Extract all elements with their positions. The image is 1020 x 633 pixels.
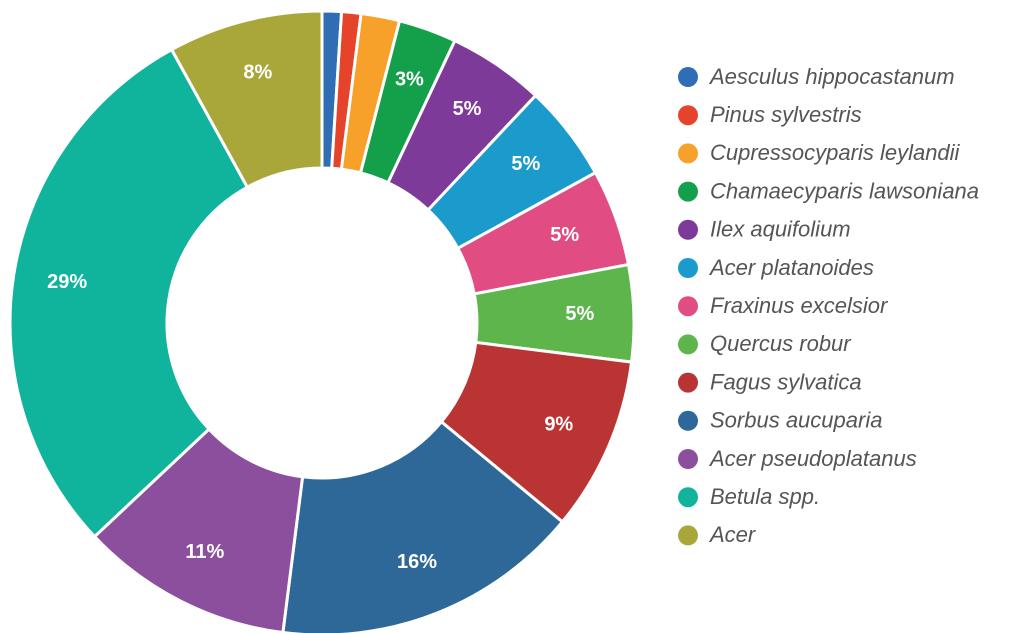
legend-swatch [678, 525, 698, 546]
legend-swatch [678, 258, 698, 278]
legend-swatch [678, 181, 698, 202]
legend-label: Quercus robur [710, 331, 852, 356]
legend-swatch [678, 410, 698, 431]
legend-label: Ilex aquifolium [710, 217, 851, 242]
legend-label: Betula spp. [710, 484, 820, 509]
legend-swatch [678, 334, 698, 355]
legend-swatch [678, 487, 698, 508]
data-label: 16% [397, 551, 437, 573]
data-label: 29% [47, 271, 87, 293]
legend-swatch [678, 219, 698, 240]
legend-swatch [678, 67, 698, 87]
slice [8, 47, 250, 539]
legend-swatch [678, 372, 698, 393]
legend-label: Sorbus aucuparia [710, 408, 882, 433]
data-label: 5% [550, 224, 579, 246]
legend-label: Pinus sylvestris [710, 102, 862, 127]
data-label: 5% [511, 153, 540, 175]
legend-swatch [678, 449, 698, 469]
legend-label: Aesculus hippocastanum [708, 64, 955, 89]
legend-swatch [678, 105, 698, 126]
legend-swatch [678, 143, 698, 164]
legend-label: Chamaecyparis lawsoniana [710, 178, 979, 203]
legend-label: Fraxinus excelsior [710, 293, 889, 318]
data-label: 9% [544, 414, 573, 436]
legend-label: Acer [708, 522, 757, 547]
slice [169, 9, 324, 190]
legend-label: Acer platanoides [708, 255, 874, 280]
legend-label: Fagus sylvatica [710, 369, 862, 394]
legend-label: Cupressocyparis leylandii [710, 140, 961, 165]
legend-label: Acer pseudoplatanus [708, 446, 917, 471]
slice [281, 419, 565, 633]
data-label: 8% [243, 61, 272, 83]
data-label: 5% [565, 303, 594, 325]
legend-swatch [678, 296, 698, 317]
data-label: 3% [395, 69, 424, 91]
data-label: 5% [453, 98, 482, 120]
data-label: 11% [185, 541, 224, 563]
